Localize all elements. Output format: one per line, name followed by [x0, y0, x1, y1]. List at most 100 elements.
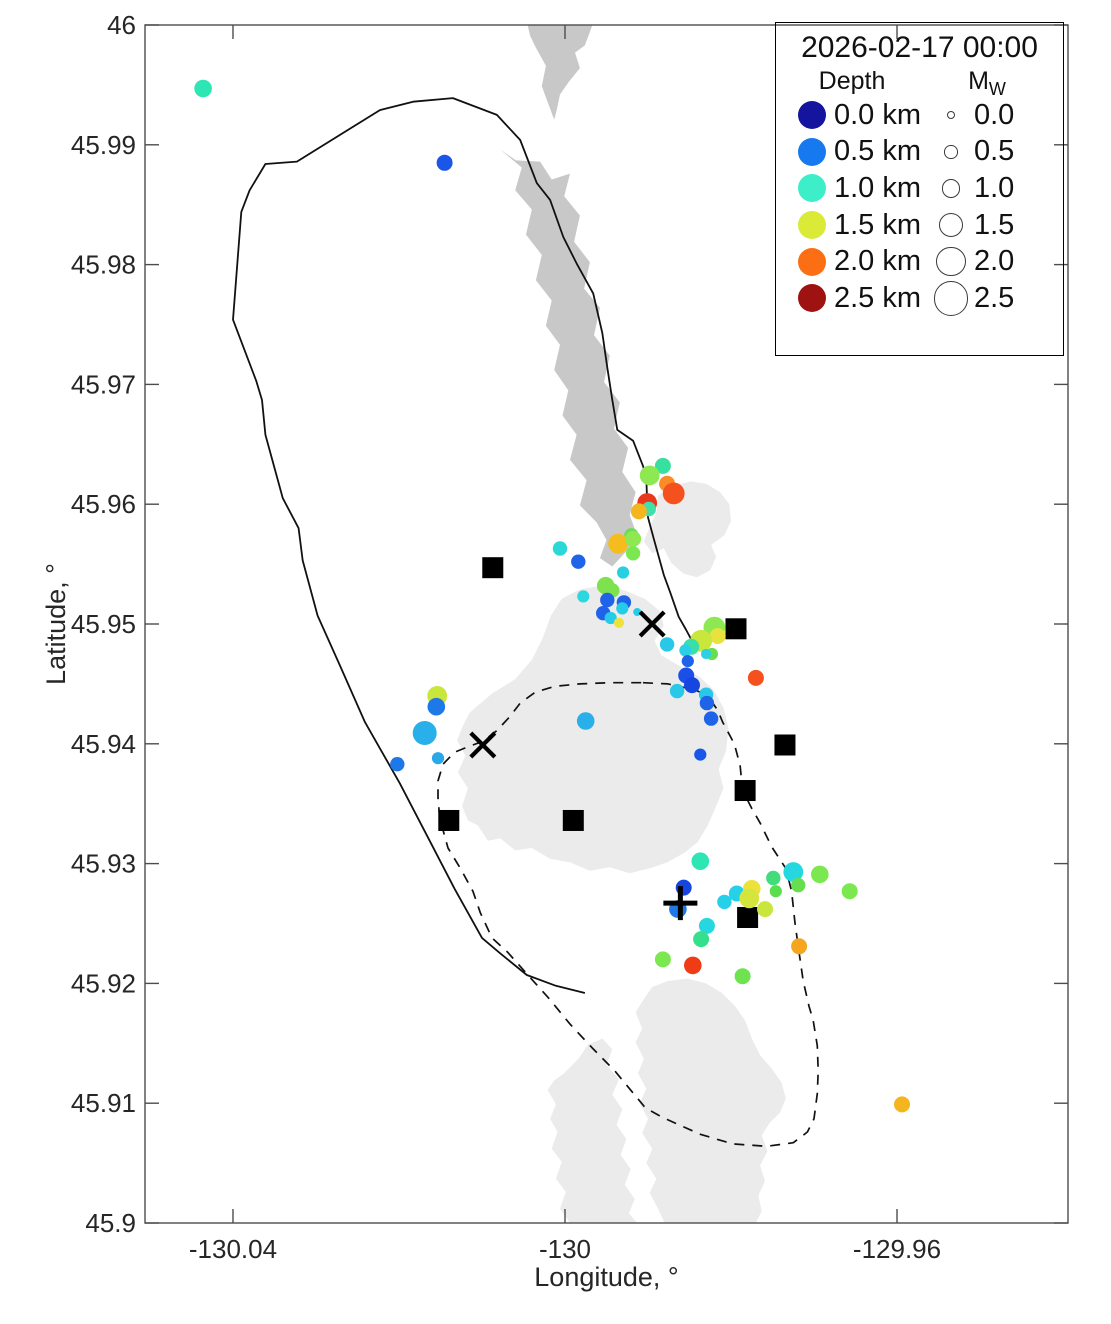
earthquake-dot: [613, 617, 625, 628]
magnitude-entry-label: 2.5: [974, 281, 1015, 314]
earthquake-dot: [679, 644, 692, 657]
x-tick-label: -129.96: [853, 1234, 941, 1264]
y-tick-label: 45.96: [71, 489, 136, 519]
legend-row: 2.5 km 2.5: [776, 280, 1063, 317]
depth-entry-label: 0.0 km: [834, 98, 922, 131]
magnitude-entry-label: 0.0: [974, 98, 1015, 131]
mw-subscript: W: [988, 79, 1006, 99]
y-tick-label: 45.98: [71, 250, 136, 280]
y-axis-label: Latitude, °: [41, 563, 71, 685]
magnitude-entry-label: 2.0: [974, 245, 1015, 278]
earthquake-dot: [684, 677, 700, 694]
plus-marker: [663, 886, 698, 921]
legend-row: 1.5 km 1.5: [776, 207, 1063, 244]
earthquake-dot: [699, 695, 715, 711]
earthquake-dot: [757, 901, 773, 918]
earthquake-dot: [811, 865, 829, 884]
earthquake-dot: [604, 611, 617, 625]
earthquake-dot: [709, 628, 726, 644]
y-tick-label: 45.95: [71, 609, 136, 639]
legend-headers: Depth MW: [776, 67, 1063, 99]
x-axis-label: Longitude, °: [534, 1262, 679, 1292]
depth-color-dot-icon: [798, 101, 826, 130]
y-tick-label: 46: [107, 10, 136, 40]
earthquake-dot: [703, 711, 719, 726]
x-cross-marker: [638, 610, 666, 638]
earthquake-dot: [630, 503, 647, 520]
x-cross-marker: [469, 731, 497, 759]
station-square-marker: [725, 618, 747, 640]
earthquake-dot: [659, 637, 675, 652]
earthquake-dot: [747, 669, 764, 686]
earthquake-dot: [698, 917, 715, 934]
earthquake-dot: [769, 885, 782, 898]
y-tick-label: 45.93: [71, 849, 136, 879]
y-tick-label: 45.92: [71, 968, 136, 998]
earthquake-dot: [600, 592, 615, 608]
legend-row: 0.0 km 0.0: [776, 97, 1063, 134]
earthquake-dot: [691, 852, 710, 870]
depth-entry-label: 2.0 km: [834, 245, 922, 278]
depth-color-dot-icon: [798, 284, 826, 313]
earthquake-dot: [577, 590, 590, 603]
legend-row: 0.5 km 0.5: [776, 134, 1063, 171]
earthquake-dot: [571, 554, 586, 569]
earthquake-dot: [791, 878, 806, 893]
y-tick-label: 45.9: [85, 1208, 136, 1238]
depth-color-dot-icon: [798, 174, 826, 203]
mw-symbol: M: [968, 67, 989, 95]
earthquake-dot: [625, 530, 642, 547]
magnitude-entry-label: 0.5: [974, 135, 1015, 168]
station-square-marker: [774, 734, 796, 756]
x-tick-label: -130.04: [189, 1234, 277, 1264]
magnitude-entry-label: 1.5: [974, 208, 1015, 241]
legend-datetime-title: 2026-02-17 00:00: [801, 31, 1038, 64]
y-tick-label: 45.91: [71, 1088, 136, 1118]
magnitude-size-circle-icon: [939, 213, 963, 238]
depth-entry-label: 1.5 km: [834, 208, 922, 241]
lava-flow-dark-region: [500, 149, 638, 567]
depth-entry-label: 0.5 km: [834, 135, 922, 168]
earthquake-dot: [662, 482, 685, 505]
station-square-marker: [737, 907, 759, 929]
station-square-marker: [482, 557, 504, 579]
depth-entry-label: 1.0 km: [834, 171, 922, 204]
legend-depth-header: Depth: [818, 67, 886, 95]
y-tick-label: 45.99: [71, 130, 136, 160]
earthquake-dot: [552, 541, 568, 556]
station-square-marker: [734, 780, 756, 802]
earthquake-dot: [639, 465, 660, 486]
depth-color-dot-icon: [798, 137, 826, 166]
lava-flow-dark-region: [527, 25, 593, 120]
x-tick-label: -130: [539, 1234, 591, 1264]
earthquake-dot: [694, 748, 707, 761]
earthquake-dot: [436, 154, 453, 171]
magnitude-size-circle-icon: [947, 111, 955, 120]
earthquake-dot: [412, 721, 437, 745]
earthquake-dot: [684, 956, 702, 975]
earthquake-dot: [616, 602, 629, 615]
earthquake-dot: [669, 683, 685, 699]
earthquake-dot: [608, 533, 628, 554]
earthquake-dot: [841, 883, 858, 900]
earthquake-dot: [654, 457, 671, 474]
earthquake-dot: [654, 951, 671, 968]
earthquake-dot: [894, 1096, 910, 1113]
magnitude-size-circle-icon: [941, 179, 961, 198]
earthquake-dot: [681, 655, 694, 668]
earthquake-dot: [739, 888, 760, 909]
earthquake-dot: [693, 931, 710, 948]
earthquake-dot: [791, 938, 808, 955]
magnitude-size-circle-icon: [933, 280, 969, 316]
station-square-marker: [438, 809, 460, 831]
lava-flow-light-region: [643, 481, 731, 578]
lava-flow-light-region: [457, 585, 729, 874]
legend-mw-header: MW: [928, 67, 1046, 99]
station-square-marker: [562, 809, 584, 831]
lava-flow-light-region: [547, 1038, 638, 1223]
earthquake-dot: [734, 968, 751, 985]
legend-row: 2.0 km 2.0: [776, 243, 1063, 280]
lava-flow-light-region: [635, 978, 786, 1223]
